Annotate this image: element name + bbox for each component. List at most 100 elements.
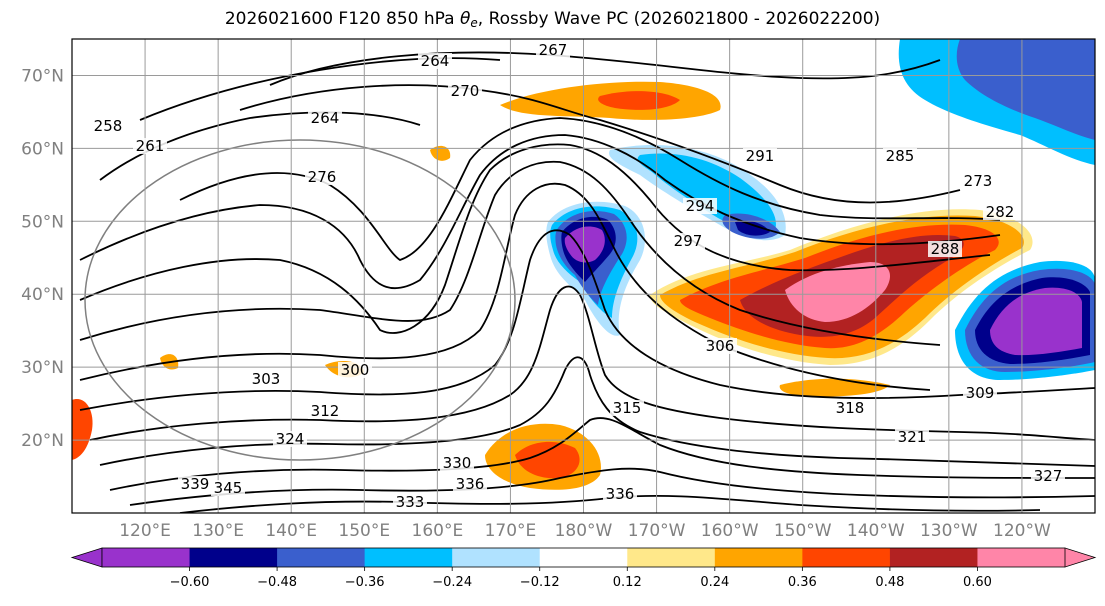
- contour-label: 300: [341, 361, 370, 379]
- contour-label: 345: [214, 479, 243, 497]
- contour-327: [109, 417, 1095, 491]
- contour-267: [269, 51, 941, 86]
- title-suffix: , Rossby Wave PC (2026021800 - 202602220…: [477, 9, 881, 29]
- longitude-labels: 120°E 130°E 140°E 150°E 160°E 170°E 180°W 170°W…: [119, 521, 1051, 541]
- contour-label-bg: [308, 110, 342, 126]
- contour-label: 273: [964, 172, 993, 190]
- contour-270: [239, 84, 961, 204]
- contour-333: [129, 467, 1095, 506]
- contour-label-bg: [133, 138, 167, 154]
- lon-tick-label: 120°E: [119, 521, 171, 541]
- contour-276: [179, 117, 1001, 261]
- contour-288: [79, 143, 991, 334]
- colorbar-tick-label: −0.24: [432, 575, 472, 590]
- lon-tick-label: 170°E: [485, 521, 537, 541]
- lon-tick-label: 130°W: [920, 521, 978, 541]
- contour-label: 330: [443, 454, 472, 472]
- lon-tick-label: 150°W: [774, 521, 832, 541]
- lat-tick-label: 50°N: [21, 212, 64, 232]
- contour-label-bg: [1031, 468, 1065, 484]
- lat-tick-label: 40°N: [21, 285, 64, 305]
- contour-label: 291: [746, 147, 775, 165]
- shade-negative-arctic-mid: [956, 39, 1095, 140]
- colorbar-tick-label: 0.36: [788, 575, 817, 590]
- contour-label-bg: [448, 83, 482, 99]
- contour-label-bg: [440, 455, 474, 471]
- colorbar-segment: [189, 548, 278, 567]
- theta-symbol: θ: [460, 9, 471, 29]
- contour-label: 270: [451, 82, 480, 100]
- contour-label-bg: [249, 371, 283, 387]
- lat-tick-label: 60°N: [21, 139, 64, 159]
- colorbar-segment: [277, 548, 366, 567]
- shade-negative-gulf-alaska-core: [735, 220, 770, 236]
- lon-tick-label: 120°W: [993, 521, 1051, 541]
- contour-label: 336: [606, 485, 635, 503]
- colorbar: −0.60 −0.48 −0.36 −0.24 −0.12 0.12 0.24 0.36 0.4…: [70, 547, 1097, 590]
- contour-label-bg: [91, 118, 125, 134]
- title-prefix: 2026021600 F120 850 hPa: [224, 9, 460, 29]
- lon-tick-label: 140°W: [847, 521, 905, 541]
- contour-label-bg: [683, 198, 717, 214]
- colorbar-segment: [802, 548, 891, 567]
- contour-label-bg: [393, 494, 427, 510]
- contour-label: 333: [396, 493, 425, 511]
- contour-261: [99, 111, 421, 181]
- contour-label: 312: [311, 402, 340, 420]
- contour-label-bg: [895, 429, 929, 445]
- lat-tick-label: 30°N: [21, 358, 64, 378]
- great-circle-outline: [84, 139, 516, 461]
- contour-label: 309: [966, 384, 995, 402]
- shade-positive-ne-pacific-pink: [785, 262, 890, 322]
- contour-label: 285: [886, 147, 915, 165]
- contour-label: 294: [686, 197, 715, 215]
- contour-label: 258: [94, 117, 123, 135]
- lon-tick-label: 150°E: [338, 521, 390, 541]
- contour-label-bg: [743, 148, 777, 164]
- contour-label-bg: [983, 204, 1017, 220]
- contour-label-bg: [418, 53, 452, 69]
- contour-label-bg: [928, 241, 962, 257]
- theta-subscript: e: [470, 16, 478, 30]
- lat-tick-label: 20°N: [21, 431, 64, 451]
- contour-label: 339: [181, 475, 210, 493]
- colorbar-segment: [889, 548, 978, 567]
- contour-label-bg: [703, 338, 737, 354]
- colorbar-segment: [627, 548, 716, 567]
- contour-label-bg: [883, 148, 917, 164]
- latitude-labels: 70°N 60°N 50°N 40°N 30°N 20°N: [21, 66, 64, 451]
- shade-negative-gulf-alaska-blue: [637, 153, 776, 233]
- colorbar-outline: [101, 547, 1066, 568]
- contour-label: 282: [986, 203, 1015, 221]
- contour-label-bg: [305, 169, 339, 185]
- colorbar-min-extension: [70, 547, 103, 568]
- contour-label-bg: [308, 403, 342, 419]
- lat-tick-label: 70°N: [21, 66, 64, 86]
- lon-tick-label: 140°E: [265, 521, 317, 541]
- contour-label: 288: [931, 240, 960, 258]
- colorbar-segment: [452, 548, 541, 567]
- shade-positive-west-edge: [72, 399, 93, 460]
- lon-tick-label: 160°E: [412, 521, 464, 541]
- contour-label: 297: [674, 232, 703, 250]
- contour-label: 264: [311, 109, 340, 127]
- chart-title: 2026021600 F120 850 hPa θe, Rossby Wave …: [0, 9, 1105, 30]
- colorbar-segment: [714, 548, 803, 567]
- contour-label: 321: [898, 428, 927, 446]
- shade-negative-us-west-core: [990, 287, 1082, 356]
- contour-label-bg: [610, 400, 644, 416]
- contour-label: 336: [456, 475, 485, 493]
- contour-labels: 258 261 264 264 267 270 276 282 288 294 297 300 303 3…: [91, 41, 1065, 511]
- contour-label-bg: [833, 400, 867, 416]
- shade-positive-subtropics-core: [515, 441, 580, 479]
- contour-label: 315: [613, 399, 642, 417]
- contour-label-bg: [453, 476, 487, 492]
- contour-label-bg: [961, 173, 995, 189]
- contour-label: 303: [252, 370, 281, 388]
- colorbar-segment: [102, 548, 191, 567]
- contour-label: 318: [836, 399, 865, 417]
- colorbar-segment: [977, 548, 1066, 567]
- contour-label-bg: [211, 480, 245, 496]
- colorbar-max-extension: [1064, 547, 1097, 568]
- contour-label: 276: [308, 168, 337, 186]
